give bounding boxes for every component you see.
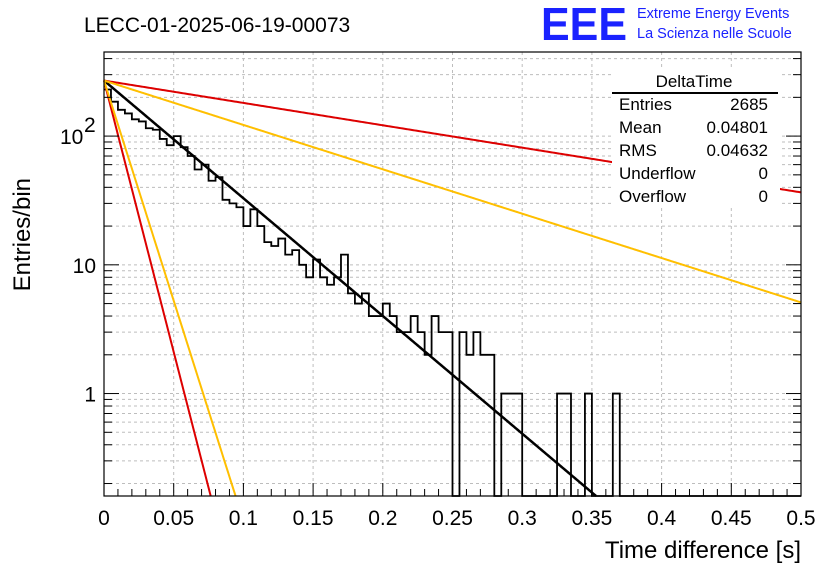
fit-curve-0 — [103, 79, 597, 497]
x-tick-labels: 0 0.05 0.1 0.15 0.2 0.25 0.3 0.35 0.4 0.45 0.5 — [98, 507, 815, 530]
x-tick-label: 0.05 — [153, 507, 194, 530]
y-tick-label-exponent: 2 — [84, 114, 96, 137]
fit-curve-3 — [103, 80, 212, 497]
brand-line-1: Extreme Energy Events — [637, 6, 789, 22]
x-tick-label: 0.5 — [786, 507, 815, 530]
stat-value-rms: 0.04632 — [707, 141, 768, 160]
stat-label-overflow: Overflow — [619, 187, 687, 206]
stat-value-mean: 0.04801 — [707, 118, 768, 137]
stats-box-title: DeltaTime — [656, 72, 733, 91]
x-tick-label: 0.35 — [571, 507, 612, 530]
x-tick-label: 0.4 — [647, 507, 677, 530]
histogram-outline — [104, 88, 801, 497]
stat-label-rms: RMS — [619, 141, 657, 160]
eee-logo: EEE Extreme Energy Events La Scienza nel… — [541, 0, 792, 50]
y-tick-label: 10 — [73, 255, 96, 278]
histogram — [104, 88, 801, 497]
stats-box: DeltaTime Entries 2685 Mean 0.04801 RMS … — [612, 67, 780, 207]
x-tick-label: 0.3 — [508, 507, 537, 530]
stat-label-underflow: Underflow — [619, 164, 696, 183]
chart-title: LECC-01-2025-06-19-00073 — [84, 14, 350, 37]
x-axis-title: Time difference [s] — [605, 537, 801, 564]
stats-box-background — [612, 67, 780, 207]
eee-logo-mark: EEE — [541, 0, 627, 50]
x-tick-label: 0.45 — [711, 507, 752, 530]
x-tick-label: 0.2 — [368, 507, 397, 530]
stat-label-entries: Entries — [619, 95, 672, 114]
x-tick-label: 0.15 — [293, 507, 334, 530]
y-tick-label: 1 — [84, 384, 96, 407]
brand-line-2: La Scienza nelle Scuole — [637, 26, 792, 42]
fit-curves — [103, 79, 802, 497]
y-axis-title: Entries/bin — [9, 178, 36, 291]
x-tick-label: 0 — [98, 507, 110, 530]
x-tick-label: 0.25 — [432, 507, 473, 530]
fit-curve-4 — [103, 80, 237, 497]
fit-curve-2 — [103, 79, 802, 304]
stat-value-underflow: 0 — [759, 164, 768, 183]
y-tick-label: 10 — [60, 126, 83, 149]
axis-ticks — [103, 58, 802, 496]
x-tick-label: 0.1 — [229, 507, 258, 530]
stat-label-mean: Mean — [619, 118, 662, 137]
stat-value-entries: 2685 — [730, 95, 768, 114]
stat-value-overflow: 0 — [759, 187, 768, 206]
